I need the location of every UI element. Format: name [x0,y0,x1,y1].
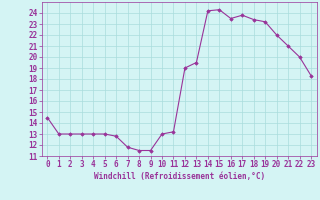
X-axis label: Windchill (Refroidissement éolien,°C): Windchill (Refroidissement éolien,°C) [94,172,265,181]
